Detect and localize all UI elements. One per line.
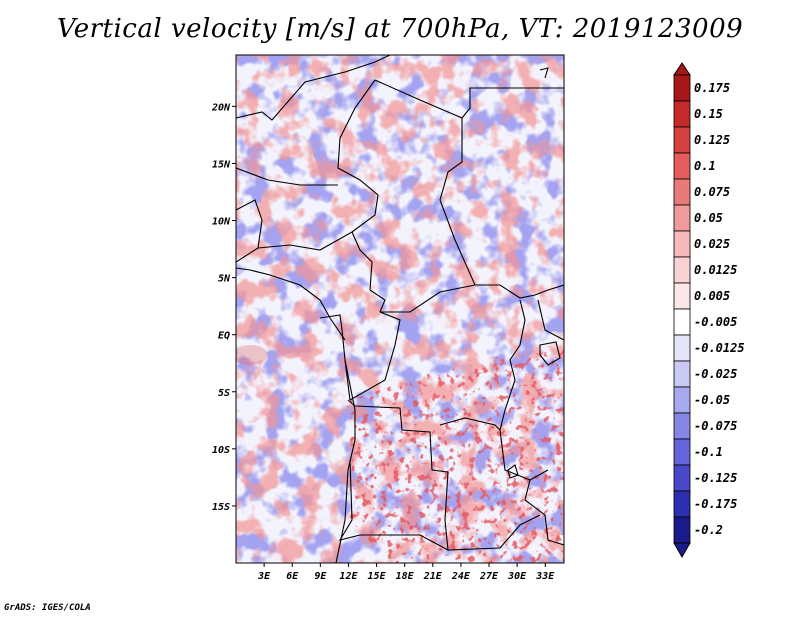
colorbar-label: -0.025	[694, 367, 737, 381]
colorbar-label: -0.175	[694, 497, 737, 511]
grads-credit: GrADS: IGES/COLA	[4, 603, 91, 613]
lat-tick-label: 10S	[212, 445, 230, 456]
colorbar-segment	[673, 516, 691, 544]
lat-tick-label: 20N	[211, 102, 231, 113]
lon-tick-label: 18E	[396, 571, 415, 582]
lat-tick-label: 15S	[212, 502, 230, 513]
lon-tick-label: 12E	[339, 571, 358, 582]
colorbar-label: 0.025	[694, 237, 730, 251]
colorbar-label: -0.075	[694, 419, 737, 433]
lon-tick-label: 27E	[479, 571, 499, 582]
lat-tick-label: 10N	[212, 217, 231, 228]
colorbar-arrow-bottom	[673, 542, 691, 559]
lon-tick-label: 30E	[507, 571, 527, 582]
lon-tick-label: 15E	[368, 571, 387, 582]
colorbar-label: 0.175	[694, 81, 730, 95]
colorbar: 0.175 0.15 0.125 0.1 0.075 0.05 0.025 0.0125 0.0…	[673, 62, 745, 559]
colorbar-segment	[673, 464, 691, 492]
colorbar-label: 0.005	[694, 289, 730, 303]
colorbar-segment	[673, 490, 691, 518]
map-boundaries	[236, 55, 564, 563]
colorbar-label: -0.05	[694, 393, 730, 407]
colorbar-segment	[673, 308, 691, 336]
colorbar-label: 0.1	[694, 159, 716, 173]
lon-tick-label: 6E	[286, 571, 299, 582]
lon-tick-label: 33E	[535, 571, 555, 582]
lon-tick-label: 3E	[257, 571, 271, 582]
lon-tick-label: 9E	[314, 571, 327, 582]
colorbar-segment	[673, 74, 691, 102]
map-frame	[235, 54, 565, 564]
colorbar-segment	[673, 126, 691, 154]
colorbar-arrow-top	[673, 62, 691, 76]
colorbar-label: 0.125	[694, 133, 730, 147]
colorbar-segment	[673, 152, 691, 180]
lat-tick-label: 5N	[218, 274, 231, 285]
lon-tick-label: 21E	[423, 571, 443, 582]
colorbar-segment	[673, 412, 691, 440]
colorbar-segment	[673, 204, 691, 232]
colorbar-label: -0.1	[694, 445, 723, 459]
colorbar-segment	[673, 334, 691, 362]
colorbar-label: 0.15	[694, 107, 723, 121]
map-axes: 3E 6E 9E 12E 15E 18E 21E 24E 27E 30E 33E 20N 15N 10N 5…	[211, 102, 555, 582]
lat-tick-label: 15N	[212, 159, 231, 170]
colorbar-segment	[673, 386, 691, 414]
colorbar-label: 0.0125	[694, 263, 737, 277]
velocity-field	[236, 55, 564, 563]
colorbar-label: 0.05	[694, 211, 723, 225]
lat-tick-label: EQ	[218, 331, 230, 342]
colorbar-label: -0.2	[694, 523, 723, 537]
colorbar-label: -0.125	[694, 471, 737, 485]
lat-tick-label: 5S	[218, 388, 230, 399]
colorbar-segment	[673, 178, 691, 206]
colorbar-segment	[673, 438, 691, 466]
colorbar-segment	[673, 282, 691, 310]
colorbar-label: -0.0125	[694, 341, 745, 355]
colorbar-segment	[673, 256, 691, 284]
colorbar-label: 0.075	[694, 185, 730, 199]
chart-title: Vertical velocity [m/s] at 700hPa, VT: 2…	[56, 14, 744, 44]
colorbar-segment	[673, 230, 691, 258]
colorbar-segment	[673, 360, 691, 388]
colorbar-label: -0.005	[694, 315, 737, 329]
colorbar-segment	[673, 100, 691, 128]
lon-tick-label: 24E	[451, 571, 471, 582]
